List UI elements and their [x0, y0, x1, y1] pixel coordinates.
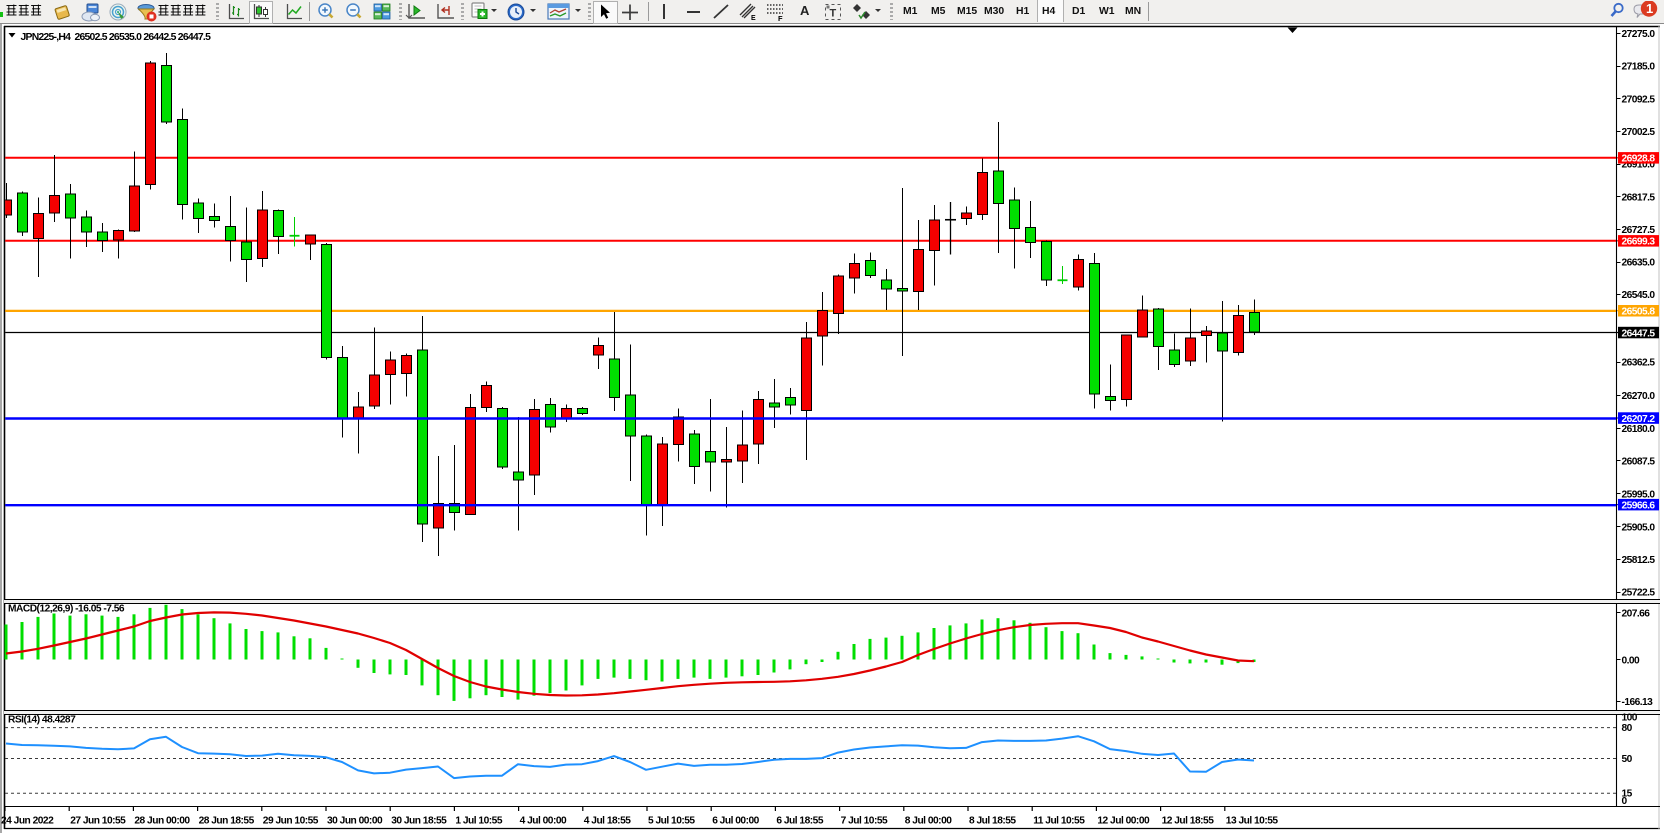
svg-text:27185.0: 27185.0: [1622, 62, 1656, 73]
svg-text:RSI(14) 48.4287: RSI(14) 48.4287: [8, 715, 76, 726]
svg-text:25966.6: 25966.6: [1622, 500, 1656, 511]
svg-text:JPN225-,H4 26502.5 26535.0 26: JPN225-,H4 26502.5 26535.0 26442.5 26447…: [21, 32, 212, 43]
svg-text:26910.0: 26910.0: [1622, 160, 1656, 171]
svg-text:80: 80: [1622, 723, 1633, 734]
svg-text:29 Jun 10:55: 29 Jun 10:55: [263, 816, 319, 827]
svg-text:30 Jun 00:00: 30 Jun 00:00: [327, 816, 383, 827]
svg-text:26207.2: 26207.2: [1622, 414, 1656, 425]
svg-text:8 Jul 00:00: 8 Jul 00:00: [905, 816, 952, 827]
svg-text:28 Jun 18:55: 28 Jun 18:55: [199, 816, 255, 827]
svg-text:T: T: [830, 8, 837, 20]
svg-text:26180.0: 26180.0: [1622, 424, 1656, 435]
svg-text:4 Jul 00:00: 4 Jul 00:00: [520, 816, 567, 827]
svg-text:0.00: 0.00: [1622, 656, 1641, 667]
svg-text:5 Jul 10:55: 5 Jul 10:55: [648, 816, 695, 827]
svg-text:26270.0: 26270.0: [1622, 391, 1656, 402]
svg-text:8 Jul 18:55: 8 Jul 18:55: [969, 816, 1016, 827]
svg-text:12 Jul 18:55: 12 Jul 18:55: [1162, 816, 1215, 827]
svg-text:4 Jul 18:55: 4 Jul 18:55: [584, 816, 631, 827]
svg-text:27 Jun 10:55: 27 Jun 10:55: [70, 816, 126, 827]
svg-text:26505.8: 26505.8: [1622, 307, 1656, 318]
svg-text:1: 1: [1646, 1, 1653, 16]
svg-text:26447.5: 26447.5: [1622, 328, 1656, 339]
svg-text:28 Jun 00:00: 28 Jun 00:00: [134, 816, 190, 827]
svg-text:26727.5: 26727.5: [1622, 225, 1656, 236]
svg-text:E: E: [751, 15, 756, 22]
svg-text:50: 50: [1622, 754, 1633, 765]
svg-text:26087.5: 26087.5: [1622, 457, 1656, 468]
svg-text:26817.5: 26817.5: [1622, 193, 1656, 204]
svg-text:15: 15: [1622, 788, 1633, 799]
svg-text:26699.3: 26699.3: [1622, 237, 1656, 248]
svg-text:26545.0: 26545.0: [1622, 290, 1656, 301]
svg-text:6 Jul 00:00: 6 Jul 00:00: [712, 816, 759, 827]
svg-text:F: F: [778, 14, 783, 22]
svg-text:27092.5: 27092.5: [1622, 95, 1656, 106]
svg-text:1 Jul 10:55: 1 Jul 10:55: [455, 816, 502, 827]
svg-text:25905.0: 25905.0: [1622, 522, 1656, 533]
svg-text:25722.5: 25722.5: [1622, 588, 1656, 599]
svg-text:100: 100: [1622, 713, 1638, 724]
svg-text:12 Jul 00:00: 12 Jul 00:00: [1097, 816, 1150, 827]
svg-text:-166.13: -166.13: [1622, 697, 1654, 708]
svg-text:26362.5: 26362.5: [1622, 358, 1656, 369]
svg-text:30 Jun 18:55: 30 Jun 18:55: [391, 816, 447, 827]
svg-text:27002.5: 27002.5: [1622, 127, 1656, 138]
svg-text:24 Jun 2022: 24 Jun 2022: [1, 816, 54, 827]
svg-text:207.66: 207.66: [1622, 608, 1651, 619]
svg-text:MACD(12,26,9) -16.05 -7.56: MACD(12,26,9) -16.05 -7.56: [8, 604, 125, 615]
svg-text:25812.5: 25812.5: [1622, 555, 1656, 566]
svg-text:26635.0: 26635.0: [1622, 258, 1656, 269]
svg-text:27275.0: 27275.0: [1622, 29, 1656, 40]
svg-text:25995.0: 25995.0: [1622, 489, 1656, 500]
svg-text:26928.8: 26928.8: [1622, 154, 1656, 165]
svg-text:13 Jul 10:55: 13 Jul 10:55: [1226, 816, 1279, 827]
svg-text:7 Jul 10:55: 7 Jul 10:55: [841, 816, 888, 827]
svg-text:6 Jul 18:55: 6 Jul 18:55: [776, 816, 823, 827]
svg-text:11 Jul 10:55: 11 Jul 10:55: [1033, 816, 1085, 827]
svg-text:0: 0: [1622, 796, 1628, 807]
